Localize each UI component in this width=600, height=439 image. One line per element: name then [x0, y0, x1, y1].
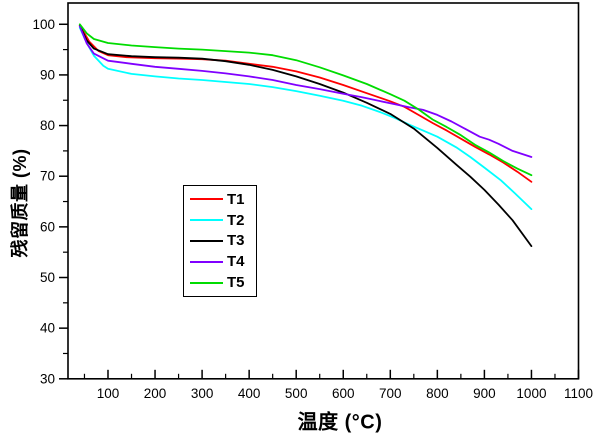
x-tick-label: 500 [285, 386, 308, 401]
plot-frame [67, 2, 580, 380]
legend-label: T5 [227, 274, 245, 292]
series-line-t2 [78, 26, 533, 211]
x-tick-label: 800 [426, 386, 449, 401]
legend-label: T4 [227, 253, 245, 271]
series-line-t1 [78, 24, 533, 183]
x-tick-label: 1100 [564, 386, 593, 401]
series-line-t5 [78, 23, 533, 177]
y-tick-label: 40 [40, 321, 55, 336]
x-tick-label: 1000 [516, 386, 546, 401]
x-axis-ticks: 100 200 300 400 500 600 700 800 900 1000 1100 [83, 369, 593, 401]
x-tick-label: 200 [144, 386, 167, 401]
series-line-t4 [78, 25, 533, 158]
legend-entry-t1: T1 [190, 189, 254, 209]
x-axis-title: 温度 (°C) [297, 411, 383, 434]
legend-line-sample [190, 239, 223, 242]
y-tick-label: 90 [40, 67, 55, 82]
x-tick-label: 300 [191, 386, 214, 401]
legend-label: T1 [227, 190, 245, 208]
x-tick-label: 700 [379, 386, 402, 401]
y-tick-label: 50 [40, 270, 55, 285]
y-tick-label: 100 [32, 17, 55, 32]
x-tick-label: 100 [97, 386, 120, 401]
legend-entry-t3: T3 [190, 231, 254, 251]
legend-label: T2 [227, 211, 245, 229]
legend-line-sample [190, 198, 223, 201]
legend-line-sample [190, 219, 223, 222]
y-tick-label: 30 [40, 371, 55, 386]
x-tick-label: 900 [473, 386, 496, 401]
legend-entry-t4: T4 [190, 252, 254, 272]
x-tick-label: 400 [238, 386, 261, 401]
y-axis-ticks: 30 40 50 60 70 80 90 100 [32, 17, 68, 386]
y-axis-title: 残留质量 (%) [10, 148, 30, 258]
legend-entry-t2: T2 [190, 210, 254, 230]
x-tick-label: 600 [332, 386, 355, 401]
legend-line-sample [190, 260, 223, 263]
y-tick-label: 70 [40, 169, 55, 184]
legend-label: T3 [227, 232, 245, 250]
y-tick-label: 80 [40, 118, 55, 133]
y-tick-label: 60 [40, 219, 55, 234]
series-line-t3 [78, 24, 533, 248]
legend: T1 T2 T3 T4 T5 [183, 185, 257, 297]
legend-line-sample [190, 281, 223, 284]
legend-entry-t5: T5 [190, 273, 254, 293]
